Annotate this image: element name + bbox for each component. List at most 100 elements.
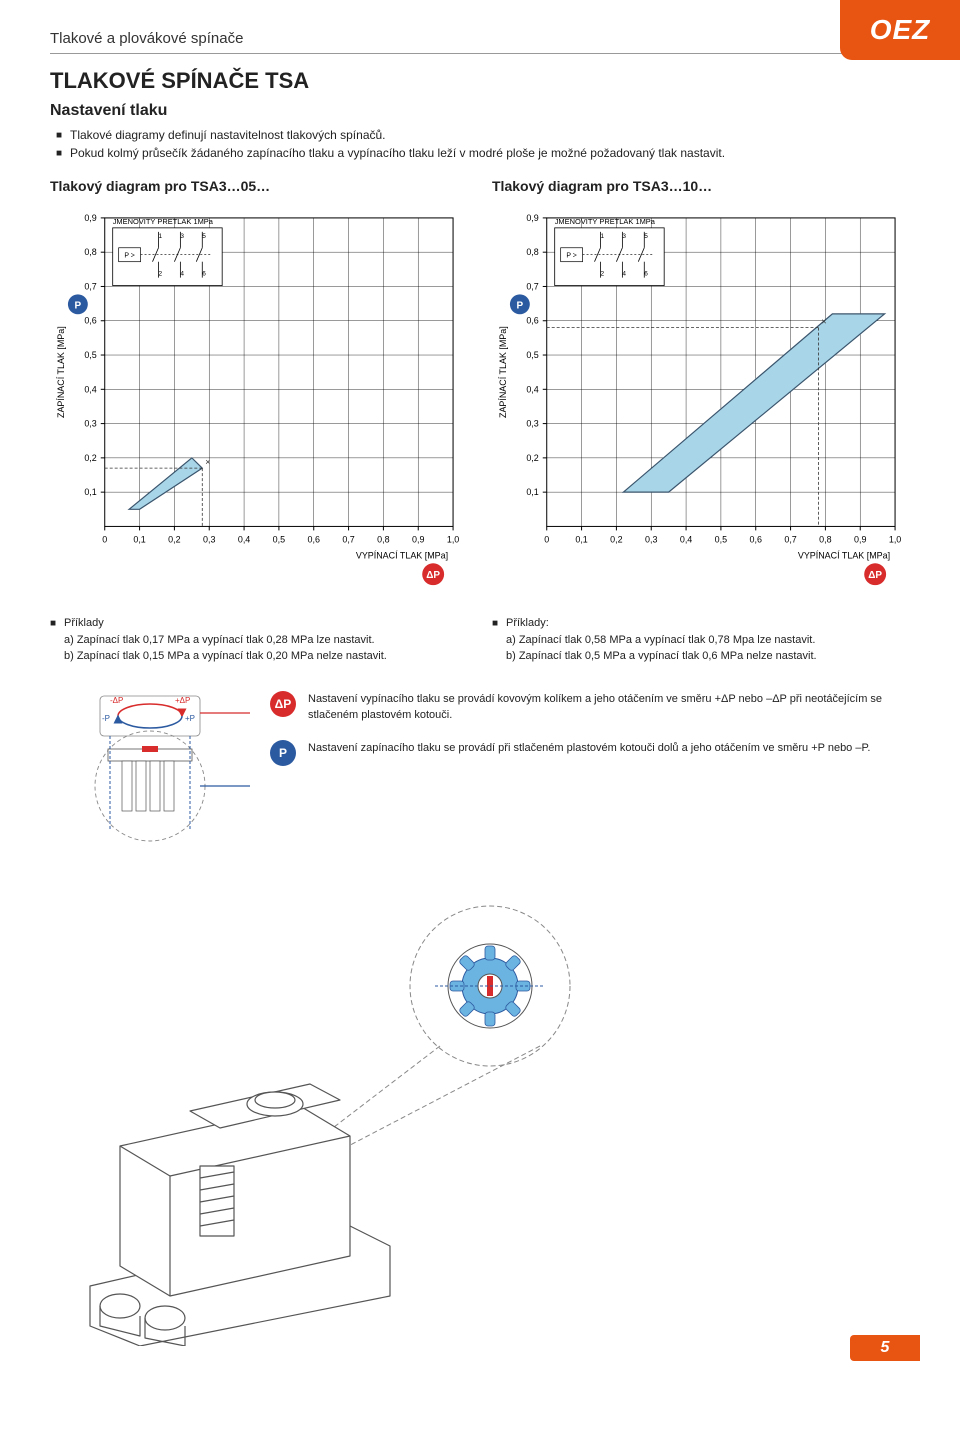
- chart-left-svg: × 0 0,1 0,2 0,3 0,4 0,5 0,6 0,7 0,8 0,9 1,0 0,1 0,2 0,…: [50, 198, 468, 596]
- examples-left: Příklady a) Zapínací tlak 0,17 MPa a vyp…: [50, 615, 468, 665]
- svg-text:0,3: 0,3: [203, 534, 215, 544]
- svg-text:ZAPÍNACÍ TLAK [MPa]: ZAPÍNACÍ TLAK [MPa]: [498, 326, 508, 418]
- adjust-p: P Nastavení zapínacího tlaku se provádí …: [270, 740, 910, 766]
- svg-text:P >: P >: [566, 253, 577, 260]
- chart-right-title: Tlakový diagram pro TSA3…10…: [492, 178, 910, 194]
- svg-text:0,9: 0,9: [526, 213, 538, 223]
- intro-bullet: Pokud kolmý průsečík žádaného zapínacího…: [56, 144, 910, 162]
- svg-text:0,5: 0,5: [84, 350, 96, 360]
- svg-text:0,4: 0,4: [526, 384, 538, 394]
- chart-left-title: Tlakový diagram pro TSA3…05…: [50, 178, 468, 194]
- svg-text:0,1: 0,1: [526, 487, 538, 497]
- chart-right: Tlakový diagram pro TSA3…10… × 0 0,1 0,2 0,3…: [492, 178, 910, 601]
- svg-text:4: 4: [622, 271, 626, 278]
- svg-text:VYPÍNACÍ TLAK [MPa]: VYPÍNACÍ TLAK [MPa]: [798, 550, 890, 560]
- svg-text:0,2: 0,2: [84, 453, 96, 463]
- intro-list: Tlakové diagramy definují nastavitelnost…: [50, 126, 910, 162]
- svg-text:0,5: 0,5: [526, 350, 538, 360]
- page-number: 5: [850, 1335, 920, 1361]
- chart-left: Tlakový diagram pro TSA3…05… × 0 0,1 0,2 0,3…: [50, 178, 468, 601]
- svg-text:5: 5: [202, 233, 206, 240]
- device-illustration: [50, 886, 910, 1351]
- adjust-diagram-svg: -ΔP +ΔP -P +P: [50, 691, 250, 861]
- svg-text:1,0: 1,0: [447, 534, 459, 544]
- svg-text:0,6: 0,6: [750, 534, 762, 544]
- svg-text:ΔP: ΔP: [868, 570, 882, 581]
- svg-text:0,6: 0,6: [84, 316, 96, 326]
- svg-text:0,7: 0,7: [84, 281, 96, 291]
- adjust-diagram: -ΔP +ΔP -P +P: [50, 691, 250, 866]
- svg-text:0,8: 0,8: [819, 534, 831, 544]
- svg-text:ΔP: ΔP: [426, 570, 440, 581]
- dp-minus-label: -ΔP: [110, 696, 123, 705]
- svg-text:0,6: 0,6: [526, 316, 538, 326]
- adjust-text: ΔP Nastavení vypínacího tlaku se provádí…: [270, 691, 910, 782]
- svg-text:0,2: 0,2: [610, 534, 622, 544]
- examples-right-a: a) Zapínací tlak 0,58 MPa a vypínací tla…: [492, 632, 910, 649]
- section-title: Nastavení tlaku: [50, 102, 910, 120]
- svg-text:1: 1: [600, 233, 604, 240]
- svg-text:×: ×: [821, 317, 826, 327]
- svg-text:0,9: 0,9: [854, 534, 866, 544]
- adjust-p-text: Nastavení zapínacího tlaku se provádí př…: [308, 740, 870, 757]
- examples-right-b: b) Zapínací tlak 0,5 MPa a vypínací tlak…: [492, 648, 910, 665]
- svg-text:0,3: 0,3: [84, 419, 96, 429]
- svg-text:0: 0: [544, 534, 549, 544]
- svg-text:6: 6: [644, 271, 648, 278]
- svg-text:3: 3: [180, 233, 184, 240]
- svg-text:JMENOVITÝ PŘETLAK 1MPa: JMENOVITÝ PŘETLAK 1MPa: [113, 217, 214, 226]
- svg-text:5: 5: [644, 233, 648, 240]
- svg-text:0,4: 0,4: [680, 534, 692, 544]
- p-badge: P: [270, 740, 296, 766]
- svg-text:0,8: 0,8: [526, 247, 538, 257]
- examples-right: Příklady: a) Zapínací tlak 0,58 MPa a vy…: [492, 615, 910, 665]
- svg-text:3: 3: [622, 233, 626, 240]
- svg-text:2: 2: [158, 271, 162, 278]
- svg-text:0,1: 0,1: [84, 487, 96, 497]
- svg-text:1,0: 1,0: [889, 534, 901, 544]
- dp-plus-label: +ΔP: [175, 696, 190, 705]
- adjust-dp: ΔP Nastavení vypínacího tlaku se provádí…: [270, 691, 910, 724]
- brand-logo-text: OEZ: [870, 14, 931, 46]
- svg-text:0,4: 0,4: [84, 384, 96, 394]
- svg-text:0,3: 0,3: [645, 534, 657, 544]
- svg-text:0,4: 0,4: [238, 534, 250, 544]
- main-title: TLAKOVÉ SPÍNAČE TSA: [50, 68, 910, 94]
- p-plus-label: +P: [185, 714, 195, 723]
- svg-text:0,3: 0,3: [526, 419, 538, 429]
- svg-text:0,2: 0,2: [526, 453, 538, 463]
- svg-text:1: 1: [158, 233, 162, 240]
- svg-text:0: 0: [102, 534, 107, 544]
- svg-text:0,1: 0,1: [575, 534, 587, 544]
- svg-text:6: 6: [202, 271, 206, 278]
- svg-text:P: P: [75, 300, 82, 311]
- intro-bullet: Tlakové diagramy definují nastavitelnost…: [56, 126, 910, 144]
- svg-text:0,5: 0,5: [273, 534, 285, 544]
- svg-text:0,6: 0,6: [308, 534, 320, 544]
- svg-text:VYPÍNACÍ TLAK [MPa]: VYPÍNACÍ TLAK [MPa]: [356, 550, 448, 560]
- svg-text:P: P: [517, 300, 524, 311]
- examples-left-head: Příklady: [50, 615, 468, 632]
- device-svg: [50, 886, 910, 1346]
- dp-badge: ΔP: [270, 691, 296, 717]
- svg-text:ZAPÍNACÍ TLAK [MPa]: ZAPÍNACÍ TLAK [MPa]: [56, 326, 66, 418]
- examples-left-a: a) Zapínací tlak 0,17 MPa a vypínací tla…: [50, 632, 468, 649]
- svg-text:0,8: 0,8: [377, 534, 389, 544]
- doc-header: Tlakové a plovákové spínače: [50, 30, 910, 54]
- examples-left-b: b) Zapínací tlak 0,15 MPa a vypínací tla…: [50, 648, 468, 665]
- svg-text:0,9: 0,9: [84, 213, 96, 223]
- svg-text:0,5: 0,5: [715, 534, 727, 544]
- svg-text:0,7: 0,7: [784, 534, 796, 544]
- svg-text:4: 4: [180, 271, 184, 278]
- svg-text:0,2: 0,2: [168, 534, 180, 544]
- chart-right-svg: × 0 0,1 0,2 0,3 0,4 0,5 0,6 0,7 0,8 0,9 1,0 0,1 0,2 0,…: [492, 198, 910, 596]
- svg-text:0,9: 0,9: [412, 534, 424, 544]
- svg-text:P >: P >: [124, 253, 135, 260]
- examples-right-head: Příklady:: [492, 615, 910, 632]
- svg-text:0,1: 0,1: [133, 534, 145, 544]
- svg-text:×: ×: [205, 457, 210, 467]
- adjust-dp-text: Nastavení vypínacího tlaku se provádí ko…: [308, 691, 910, 724]
- svg-text:2: 2: [600, 271, 604, 278]
- svg-text:0,7: 0,7: [526, 281, 538, 291]
- svg-text:0,8: 0,8: [84, 247, 96, 257]
